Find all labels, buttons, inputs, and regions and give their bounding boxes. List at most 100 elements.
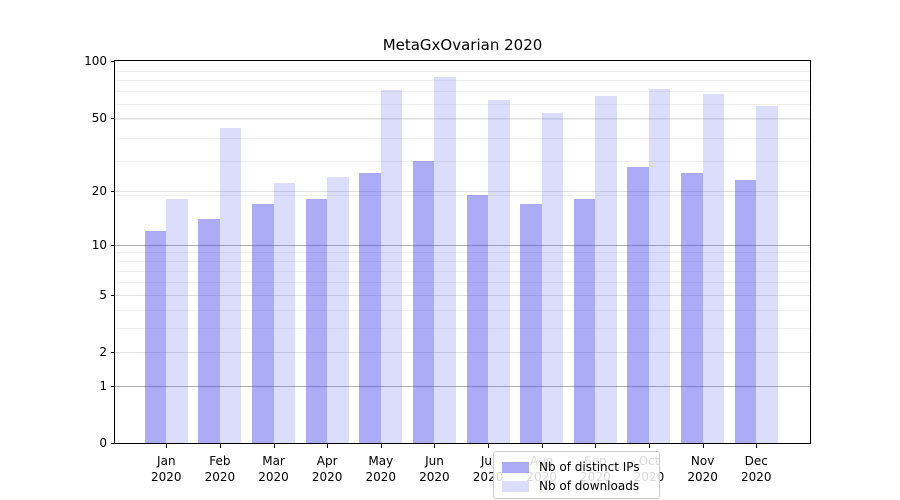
x-tick-year: 2020: [419, 470, 450, 484]
legend-swatch-downloads: [502, 480, 529, 492]
y-tick-label: 0: [99, 436, 107, 450]
minor-gridline: [115, 161, 810, 163]
legend-label-distinct-ips: Nb of distinct IPs: [539, 460, 640, 474]
x-tick-year: 2020: [311, 470, 343, 484]
minor-gridline: [115, 270, 810, 272]
x-tick-mark: [380, 444, 382, 448]
x-tick-label-nov: Nov 2020: [671, 453, 735, 485]
minor-gridline: [115, 70, 810, 72]
x-tick-mark: [434, 444, 436, 448]
x-tick-month: Dec: [744, 454, 768, 468]
y-tick-mark: [111, 385, 115, 387]
bar-downloads-jul: [488, 100, 510, 443]
y-tick-mark: [111, 352, 115, 354]
x-tick-month: Mar: [262, 454, 285, 468]
x-tick-label-mar: Mar 2020: [242, 453, 306, 485]
x-tick-label-jun: Jun 2020: [402, 453, 466, 485]
minor-gridline: [115, 195, 810, 197]
x-tick-label-may: May 2020: [349, 453, 413, 485]
major-gridline: [115, 191, 810, 192]
y-tick-mark: [111, 191, 115, 192]
legend-label-downloads: Nb of downloads: [539, 479, 640, 493]
x-tick-year: 2020: [365, 470, 397, 484]
minor-gridline: [115, 119, 810, 121]
major-gridline: [115, 117, 810, 119]
major-gridline: [115, 244, 810, 246]
x-tick-year: 2020: [204, 470, 236, 484]
x-tick-label-apr: Apr 2020: [295, 453, 359, 485]
major-gridline: [115, 352, 810, 354]
minor-gridline: [115, 252, 810, 254]
x-tick-year: 2020: [740, 470, 772, 484]
y-tick-mark: [111, 61, 115, 62]
x-tick-mark: [541, 444, 543, 448]
x-tick-mark: [219, 444, 221, 448]
x-tick-year: 2020: [258, 470, 289, 484]
bar-distinct-ips-feb: [198, 218, 220, 443]
x-tick-mark: [166, 444, 168, 448]
major-gridline: [115, 294, 810, 296]
minor-gridline: [115, 104, 810, 106]
y-tick-label: 10: [91, 237, 107, 252]
bar-distinct-ips-apr: [305, 199, 328, 443]
bar-downloads-feb: [219, 127, 242, 443]
x-tick-mark: [488, 444, 490, 448]
y-tick-label: 20: [91, 184, 107, 198]
y-tick-label: 50: [91, 110, 107, 125]
minor-gridline: [115, 91, 810, 93]
bar-distinct-ips-sep: [573, 199, 596, 443]
bar-downloads-jun: [434, 77, 456, 443]
bar-distinct-ips-mar: [252, 203, 274, 443]
bar-distinct-ips-aug: [520, 203, 542, 443]
x-tick-month: Jul: [480, 454, 496, 468]
x-tick-mark: [595, 444, 597, 448]
minor-gridline: [115, 281, 810, 283]
legend: Nb of distinct IPs Nb of downloads: [493, 451, 660, 499]
y-tick-mark: [111, 244, 115, 246]
x-tick-year: 2020: [687, 470, 718, 484]
bar-distinct-ips-nov: [681, 173, 703, 443]
x-tick-month: Nov: [690, 454, 715, 468]
y-tick-label: 2: [99, 345, 107, 360]
bar-distinct-ips-may: [359, 173, 381, 443]
legend-row-distinct-ips: Nb of distinct IPs: [502, 458, 651, 476]
x-tick-year: 2020: [151, 470, 182, 484]
x-tick-label-feb: Feb 2020: [188, 453, 252, 485]
y-tick-mark: [111, 443, 115, 444]
minor-gridline: [115, 309, 810, 311]
x-tick-mark: [648, 444, 650, 448]
x-tick-month: Apr: [316, 454, 338, 468]
bar-distinct-ips-jan: [144, 230, 167, 443]
x-tick-mark: [327, 444, 329, 448]
bar-downloads-mar: [273, 183, 296, 443]
chart-title: MetaGxOvarian 2020: [382, 36, 543, 54]
x-tick-mark: [756, 444, 758, 448]
bar-distinct-ips-jun: [412, 161, 435, 443]
bar-downloads-oct: [648, 89, 671, 443]
x-tick-label-dec: Dec 2020: [724, 453, 788, 485]
minor-gridline: [115, 261, 810, 263]
bar-downloads-nov: [702, 93, 725, 443]
minor-gridline: [115, 328, 810, 330]
bar-downloads-aug: [541, 112, 564, 443]
y-tick-label: 1: [99, 378, 107, 393]
bar-downloads-may: [380, 90, 403, 443]
legend-row-downloads: Nb of downloads: [502, 477, 651, 495]
x-tick-month: May: [368, 454, 394, 468]
bar-distinct-ips-jul: [466, 195, 489, 443]
bar-downloads-apr: [327, 176, 349, 443]
major-gridline: [115, 385, 810, 387]
x-tick-month: Feb: [209, 454, 231, 468]
x-tick-month: Jun: [425, 454, 444, 468]
plot-area: Nb of distinct IPs Nb of downloads: [114, 60, 811, 499]
bar-downloads-dec: [756, 105, 778, 443]
y-tick-label: 5: [99, 287, 107, 302]
minor-gridline: [115, 137, 810, 139]
y-tick-mark: [111, 117, 115, 119]
x-tick-label-jan: Jan 2020: [134, 453, 198, 485]
bar-distinct-ips-dec: [734, 179, 757, 443]
bar-distinct-ips-oct: [627, 167, 649, 443]
x-tick-mark: [702, 444, 704, 448]
y-tick-label: 100: [84, 54, 107, 68]
